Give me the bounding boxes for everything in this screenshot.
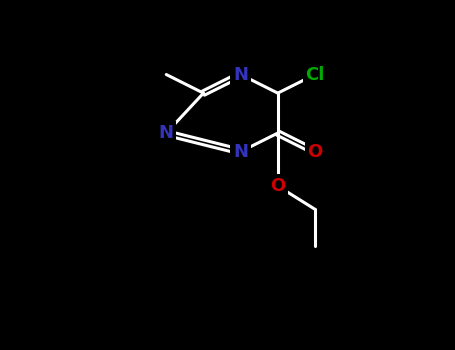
Text: O: O	[307, 143, 323, 161]
Text: N: N	[233, 65, 248, 84]
Text: O: O	[270, 177, 285, 195]
Text: N: N	[159, 124, 174, 142]
Text: N: N	[233, 143, 248, 161]
Text: Cl: Cl	[305, 65, 325, 84]
